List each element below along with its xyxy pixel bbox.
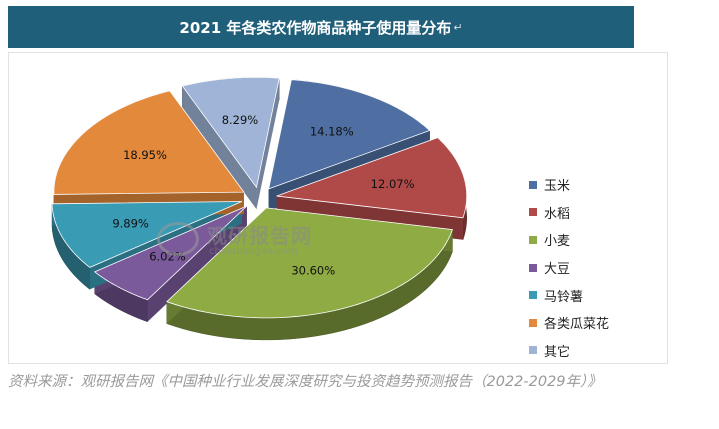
- legend-item-2: 小麦: [529, 226, 609, 254]
- chart-title: 2021 年各类农作物商品种子使用量分布: [179, 18, 452, 37]
- data-label-3: 6.02%: [149, 249, 186, 263]
- legend-item-1: 水稻: [529, 199, 609, 227]
- legend-label: 小麦: [544, 234, 571, 250]
- legend-swatch: [529, 235, 537, 244]
- legend-label: 水稻: [544, 206, 571, 222]
- chart-legend: 玉米水稻小麦大豆马铃薯各类瓜菜花其它: [529, 171, 609, 364]
- data-label-2: 30.60%: [291, 263, 335, 277]
- pie-slice-4: [51, 201, 243, 268]
- pie-labels: 14.18% 12.07% 30.60% 6.02% 9.89% 18.95% 8.29%: [112, 113, 414, 278]
- legend-label: 玉米: [544, 179, 571, 195]
- return-mark: ↵: [453, 20, 463, 34]
- pie-slice-5: [53, 90, 245, 195]
- pie-slice-3: [93, 205, 248, 301]
- data-label-1: 12.07%: [371, 177, 415, 191]
- legend-item-4: 马铃薯: [529, 281, 609, 309]
- legend-item-6: 其它: [529, 337, 609, 365]
- data-label-0: 14.18%: [310, 124, 354, 138]
- legend-label: 各类瓜菜花: [544, 317, 610, 333]
- legend-item-5: 各类瓜菜花: [529, 309, 609, 337]
- legend-swatch: [529, 263, 537, 272]
- legend-swatch: [529, 346, 537, 355]
- chart-title-bar: 2021 年各类农作物商品种子使用量分布 ↵: [8, 6, 634, 48]
- data-label-4: 9.89%: [112, 217, 149, 231]
- pie-tops: [51, 76, 468, 319]
- pie-chart: 14.18% 12.07% 30.60% 6.02% 9.89% 18.95% 8.29%: [51, 76, 468, 341]
- data-label-6: 8.29%: [222, 113, 259, 127]
- legend-swatch: [529, 318, 537, 327]
- legend-swatch: [529, 208, 537, 217]
- legend-item-3: 大豆: [529, 254, 609, 282]
- pie-slice-1: [276, 137, 468, 219]
- legend-item-0: 玉米: [529, 171, 609, 199]
- pie-wall-6-0: [182, 86, 257, 210]
- legend-label: 马铃薯: [544, 289, 584, 305]
- pie-slice-2: [166, 207, 454, 319]
- legend-swatch: [529, 180, 537, 189]
- legend-label: 其它: [544, 344, 571, 360]
- pie-slice-0: [268, 79, 431, 190]
- chart-area: 14.18% 12.07% 30.60% 6.02% 9.89% 18.95% 8.29% …: [8, 52, 668, 364]
- pie-wall-6-1: [256, 78, 280, 210]
- legend-label: 大豆: [544, 262, 571, 278]
- legend-swatch: [529, 291, 537, 300]
- pie-slice-6: [181, 76, 280, 189]
- data-label-5: 18.95%: [123, 148, 167, 162]
- source-note: 资料来源：观研报告网《中国种业行业发展深度研究与投资趋势预测报告（2022-20…: [8, 374, 602, 390]
